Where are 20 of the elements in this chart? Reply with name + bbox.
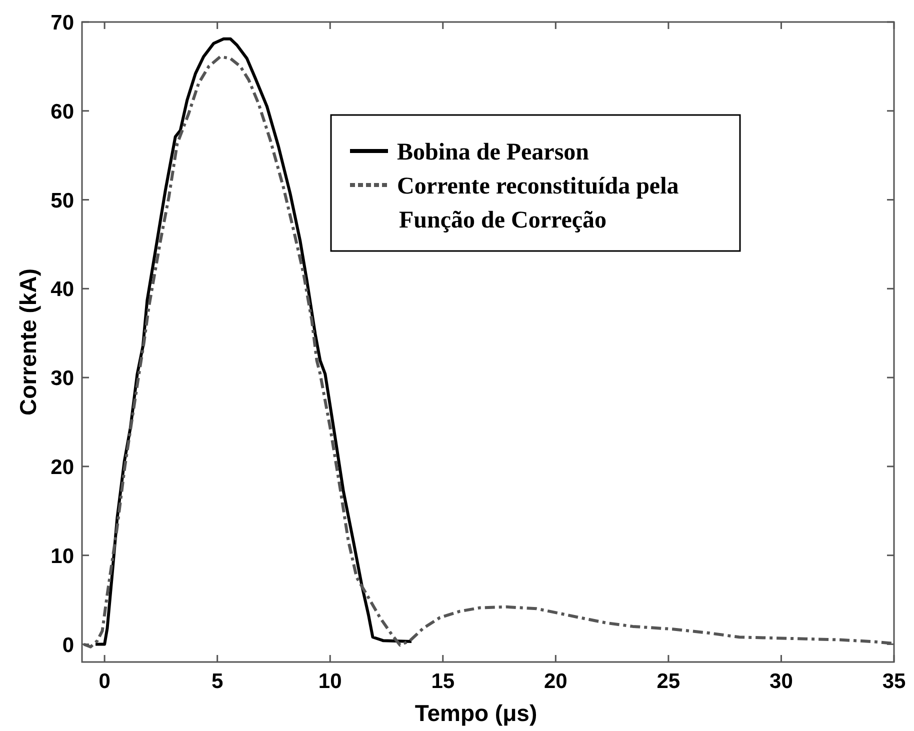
y-tick-label: 70 xyxy=(50,12,74,35)
x-axis-title: Tempo (μs) xyxy=(414,700,538,726)
y-tick-label: 20 xyxy=(50,456,74,480)
legend-label: Bobina de Pearson xyxy=(397,139,590,166)
x-tick-label: 10 xyxy=(318,670,342,693)
y-tick-label: 0 xyxy=(62,634,74,657)
legend-label: Corrente reconstituída pela Função de Correção xyxy=(397,173,679,234)
y-tick-label: 10 xyxy=(50,544,74,568)
x-tick-label: 0 xyxy=(98,670,110,693)
x-tick-label: 25 xyxy=(656,670,680,693)
x-tick-label: 20 xyxy=(544,670,568,693)
y-tick-label: 30 xyxy=(50,367,74,390)
y-tick-label: 60 xyxy=(50,100,74,124)
y-axis-title: Corrente (kA) xyxy=(15,268,41,416)
x-tick-label: 5 xyxy=(211,670,224,693)
x-tick-label: 30 xyxy=(770,670,793,693)
x-tick-label: 15 xyxy=(431,670,455,693)
y-tick-label: 40 xyxy=(50,278,74,302)
y-tick-label: 50 xyxy=(50,189,74,212)
x-tick-label: 35 xyxy=(882,670,906,693)
